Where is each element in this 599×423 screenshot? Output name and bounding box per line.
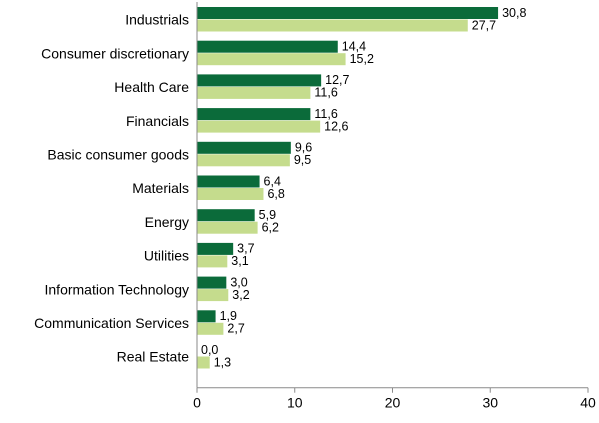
bar-information-technology-series-1 — [197, 276, 227, 289]
bars-group — [197, 7, 499, 369]
data-label-utilities-series-2: 3,1 — [231, 254, 248, 268]
data-label-communication-services-series-1: 1,9 — [220, 309, 237, 323]
x-tick-label-10: 10 — [287, 395, 303, 411]
data-label-materials-series-2: 6,8 — [267, 187, 284, 201]
data-label-industrials-series-1: 30,8 — [502, 6, 526, 20]
category-label-financials: Financials — [126, 113, 189, 129]
category-label-materials: Materials — [132, 180, 189, 196]
bar-energy-series-2 — [197, 221, 258, 234]
bar-communication-services-series-2 — [197, 322, 224, 335]
labels-group: Industrials 30,8 27,7 Consumer discretionar… — [34, 6, 526, 370]
x-ticks-group: 0 10 20 30 40 — [193, 387, 596, 411]
bar-information-technology-series-2 — [197, 289, 229, 302]
data-label-basic-consumer-goods-series-2: 9,5 — [294, 153, 311, 167]
bar-utilities-series-2 — [197, 255, 228, 268]
data-label-communication-services-series-2: 2,7 — [227, 322, 244, 336]
bar-communication-services-series-1 — [197, 310, 216, 323]
data-label-information-technology-series-2: 3,2 — [232, 288, 249, 302]
bar-health-care-series-2 — [197, 86, 311, 99]
data-label-real-estate-series-1: 0,0 — [201, 343, 218, 357]
bar-real-estate-series-2 — [197, 356, 210, 369]
bar-financials-series-2 — [197, 120, 321, 133]
category-label-communication-services: Communication Services — [34, 315, 189, 331]
category-label-real-estate: Real Estate — [117, 349, 190, 365]
x-tick-label-30: 30 — [482, 395, 498, 411]
bar-basic-consumer-goods-series-2 — [197, 154, 290, 167]
x-tick-label-40: 40 — [580, 395, 596, 411]
bar-materials-series-1 — [197, 175, 260, 188]
bar-consumer-discretionary-series-1 — [197, 40, 338, 53]
category-label-basic-consumer-goods: Basic consumer goods — [47, 147, 189, 163]
data-label-information-technology-series-1: 3,0 — [230, 275, 247, 289]
data-label-financials-series-1: 11,6 — [314, 107, 337, 121]
data-label-energy-series-2: 6,2 — [262, 220, 279, 234]
x-tick-label-20: 20 — [385, 395, 401, 411]
data-label-health-care-series-2: 11,6 — [314, 86, 337, 100]
category-label-energy: Energy — [145, 214, 189, 230]
data-label-consumer-discretionary-series-1: 14,4 — [342, 39, 366, 53]
data-label-utilities-series-1: 3,7 — [237, 242, 254, 256]
bar-financials-series-1 — [197, 108, 311, 121]
data-label-basic-consumer-goods-series-1: 9,6 — [295, 141, 312, 155]
data-label-health-care-series-1: 12,7 — [325, 73, 349, 87]
bar-industrials-series-2 — [197, 19, 468, 32]
bar-materials-series-2 — [197, 188, 264, 200]
data-label-real-estate-series-2: 1,3 — [214, 355, 231, 369]
data-label-energy-series-1: 5,9 — [259, 208, 276, 222]
category-label-information-technology: Information Technology — [45, 281, 190, 297]
bar-consumer-discretionary-series-2 — [197, 53, 346, 66]
category-label-industrials: Industrials — [125, 12, 189, 28]
bar-industrials-series-1 — [197, 7, 499, 19]
category-label-health-care: Health Care — [114, 79, 189, 95]
category-label-consumer-discretionary: Consumer discretionary — [41, 45, 189, 61]
bar-energy-series-1 — [197, 209, 255, 222]
data-label-industrials-series-2: 27,7 — [472, 18, 496, 32]
data-label-consumer-discretionary-series-2: 15,2 — [350, 52, 374, 66]
data-label-materials-series-1: 6,4 — [264, 174, 281, 188]
x-tick-label-0: 0 — [193, 395, 201, 411]
category-label-utilities: Utilities — [144, 248, 189, 264]
bar-basic-consumer-goods-series-1 — [197, 141, 291, 154]
bar-utilities-series-1 — [197, 242, 234, 255]
data-label-financials-series-2: 12,6 — [324, 119, 348, 133]
bar-health-care-series-1 — [197, 74, 322, 87]
